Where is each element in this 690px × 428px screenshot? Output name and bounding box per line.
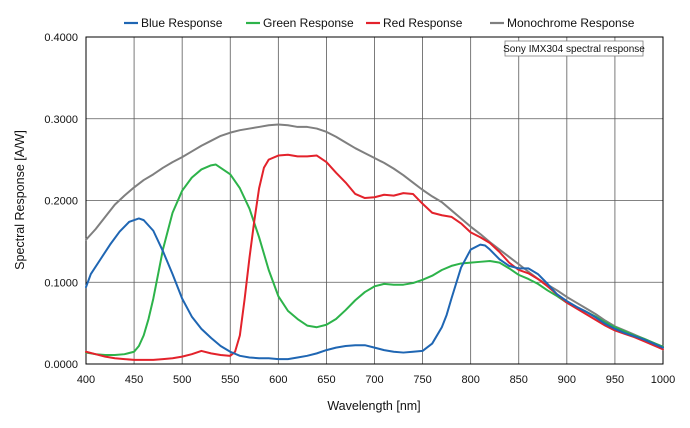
- legend-label: Monochrome Response: [507, 16, 635, 30]
- legend-item-green-response: Green Response: [246, 16, 354, 30]
- legend-label: Red Response: [383, 16, 463, 30]
- y-tick-label: 0.2000: [44, 196, 78, 208]
- x-axis-title: Wavelength [nm]: [327, 399, 420, 413]
- x-tick-label: 500: [173, 374, 191, 386]
- x-tick-label: 1000: [651, 374, 675, 386]
- annotation-frame: [504, 40, 644, 57]
- annotation-box: Sony IMX304 spectral response: [503, 40, 645, 57]
- legend-label: Green Response: [263, 16, 354, 30]
- x-tick-label: 700: [365, 374, 383, 386]
- legend-label: Blue Response: [141, 16, 223, 30]
- x-tick-label: 850: [510, 374, 528, 386]
- x-tick-label: 950: [606, 374, 624, 386]
- x-axis-ticks: 400 450 500 550 600 650 700 750 800 850 900 950 1000: [77, 374, 675, 386]
- x-tick-label: 900: [558, 374, 576, 386]
- y-axis-ticks: 0.0000 0.1000 0.2000 0.3000 0.4000: [44, 32, 78, 371]
- x-tick-label: 550: [221, 374, 239, 386]
- x-tick-label: 750: [413, 374, 431, 386]
- legend-item-red-response: Red Response: [366, 16, 463, 30]
- annotation-text: Sony IMX304 spectral response: [503, 44, 645, 55]
- legend: Blue Response Green Response Red Response M…: [124, 16, 635, 30]
- series-line-monochrome-response: [85, 123, 664, 348]
- x-tick-label: 650: [317, 374, 335, 386]
- x-tick-label: 400: [77, 374, 95, 386]
- x-tick-label: 600: [269, 374, 287, 386]
- y-tick-label: 0.3000: [44, 114, 78, 126]
- y-axis-title: Spectral Response [A/W]: [13, 130, 27, 270]
- legend-item-monochrome-response: Monochrome Response: [490, 16, 635, 30]
- x-tick-label: 800: [461, 374, 479, 386]
- series-lines: [85, 123, 664, 361]
- series-line-blue-response: [85, 217, 664, 361]
- plot-area-border: [85, 36, 664, 365]
- y-tick-label: 0.4000: [44, 32, 78, 44]
- legend-item-blue-response: Blue Response: [124, 16, 223, 30]
- y-tick-label: 0.0000: [44, 359, 78, 371]
- x-tick-label: 450: [125, 374, 143, 386]
- y-tick-label: 0.1000: [44, 277, 78, 289]
